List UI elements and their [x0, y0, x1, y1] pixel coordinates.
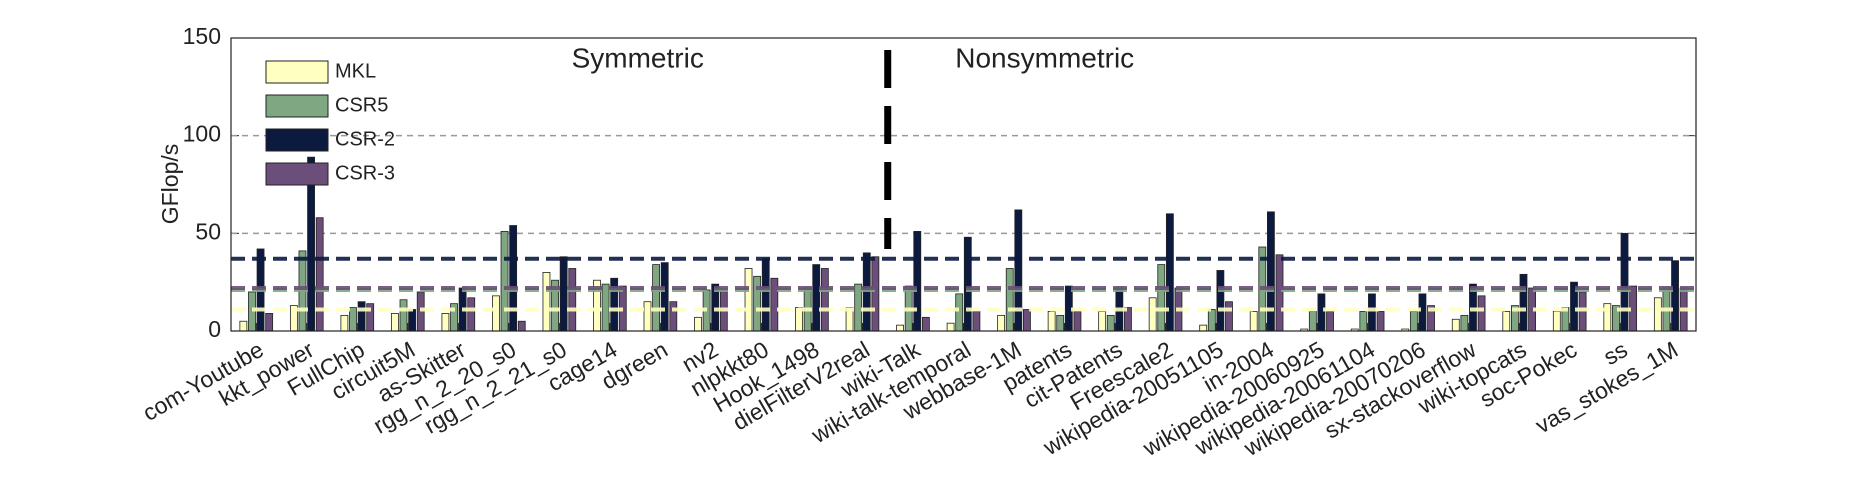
- y-tick-label: 150: [183, 23, 221, 49]
- bar: [1620, 232, 1629, 332]
- plot-frame: [230, 37, 1697, 332]
- bar: [1460, 314, 1469, 332]
- bar: [1216, 270, 1225, 332]
- bar: [1653, 297, 1662, 332]
- legend-label: CSR5: [335, 94, 388, 116]
- bar: [340, 314, 349, 332]
- bar: [1047, 311, 1056, 332]
- bar: [239, 320, 248, 332]
- bar: [1249, 311, 1258, 332]
- y-tick-label: 0: [208, 316, 221, 342]
- bar: [1308, 311, 1317, 332]
- bar: [1023, 309, 1031, 332]
- bar: [1451, 318, 1460, 332]
- bar: [694, 316, 702, 332]
- bar: [357, 301, 366, 332]
- bar: [467, 297, 476, 332]
- legend-swatch: [265, 94, 329, 118]
- bar: [1552, 311, 1561, 332]
- bar: [871, 256, 880, 332]
- bar: [643, 301, 652, 332]
- bar: [660, 262, 669, 332]
- bar: [391, 313, 399, 332]
- bar: [1368, 293, 1376, 332]
- bar: [265, 313, 274, 332]
- bar: [1317, 293, 1326, 332]
- bar: [1267, 211, 1275, 332]
- bar: [753, 275, 762, 332]
- bar: [744, 268, 753, 332]
- bar: [399, 299, 408, 332]
- bar: [652, 264, 660, 332]
- bar: [559, 256, 568, 332]
- bar: [1106, 314, 1115, 332]
- bar: [1409, 311, 1418, 332]
- y-tick-label: 50: [195, 218, 221, 244]
- bar: [1502, 311, 1511, 332]
- bar: [517, 320, 526, 332]
- bar: [997, 314, 1006, 332]
- bar: [972, 311, 981, 332]
- y-axis-label: GFlop/s: [157, 144, 183, 225]
- annotation: Symmetric: [572, 42, 704, 73]
- bar: [1165, 213, 1174, 332]
- bar: [854, 283, 863, 332]
- bar: [542, 271, 551, 332]
- bar: [946, 322, 955, 332]
- bar: [1326, 311, 1334, 332]
- bar: [568, 268, 577, 332]
- bar: [1477, 295, 1486, 332]
- bar: [349, 307, 357, 332]
- bar: [1157, 264, 1166, 332]
- bar: [1073, 311, 1082, 332]
- legend-swatch: [265, 128, 329, 152]
- legend-label: CSR-2: [335, 128, 395, 150]
- bar: [1207, 309, 1216, 332]
- bar: [441, 313, 450, 332]
- bar: [500, 230, 509, 332]
- bar: [408, 309, 417, 332]
- bar: [820, 268, 829, 332]
- bar: [669, 301, 678, 332]
- bar: [1148, 297, 1157, 332]
- bar: [770, 277, 779, 332]
- bar: [1005, 268, 1014, 332]
- bar: [1418, 293, 1427, 332]
- bar: [601, 283, 610, 332]
- legend-swatch: [265, 60, 329, 84]
- bar: [1671, 260, 1679, 332]
- bar: [1014, 209, 1023, 332]
- bar: [315, 217, 324, 332]
- bar: [1098, 311, 1107, 332]
- bar: [1519, 273, 1528, 332]
- legend-label: MKL: [335, 60, 376, 82]
- bar: [963, 236, 972, 332]
- bar: [1225, 301, 1233, 332]
- bar: [1376, 311, 1385, 332]
- legend-swatch: [265, 162, 329, 186]
- bar: [1056, 314, 1065, 332]
- annotation: Nonsymmetric: [955, 42, 1134, 73]
- bar: [492, 295, 500, 332]
- bar: [509, 225, 518, 332]
- legend-label: CSR-3: [335, 162, 395, 184]
- bar: [896, 324, 904, 332]
- bar: [761, 258, 770, 332]
- bar: [955, 293, 964, 332]
- bar: [812, 264, 821, 332]
- bar: [1275, 254, 1284, 332]
- bar: [921, 316, 930, 332]
- bar: [1359, 311, 1368, 332]
- bar: [1199, 324, 1208, 332]
- y-tick-label: 100: [183, 121, 221, 147]
- plot-area: [231, 38, 1696, 331]
- bar: [913, 230, 922, 332]
